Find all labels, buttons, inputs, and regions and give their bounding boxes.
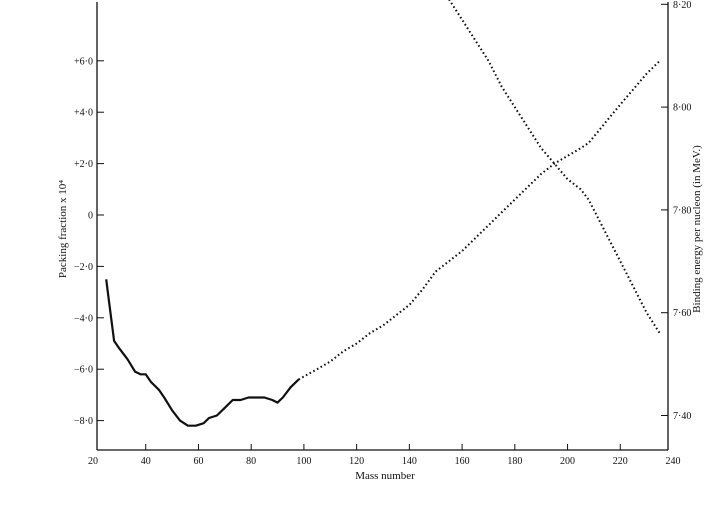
left-tick-label: +2·0	[74, 159, 93, 170]
plot-area	[96, 2, 669, 451]
x-axis-title: Mass number	[355, 470, 415, 482]
x-tick-label: 40	[141, 456, 151, 467]
right-tick-label: 7·80	[673, 205, 691, 216]
x-tick-label: 160	[455, 456, 470, 467]
right-tick-label: 8·20	[673, 0, 691, 11]
binding-energy-curve-dotted	[448, 0, 661, 334]
x-tick-label: 60	[193, 456, 203, 467]
left-tick-label: −8·0	[74, 416, 93, 427]
left-tick-label: −4·0	[74, 313, 93, 324]
left-tick-label: −6·0	[74, 365, 93, 376]
packing-fraction-curve-dotted	[298, 60, 661, 381]
left-tick-label: 0	[88, 211, 93, 222]
left-tick-label: +6·0	[74, 56, 93, 67]
packing-fraction-curve-solid	[105, 279, 300, 427]
right-tick-label: 8·00	[673, 103, 691, 114]
left-axis-title: Packing fraction x 10⁴	[57, 180, 69, 278]
left-tick-label: +4·0	[74, 108, 93, 119]
left-tick-label: −2·0	[74, 262, 93, 273]
x-tick-label: 100	[296, 456, 311, 467]
ticks: 20 40 60 80 100 120 140 160 180 200 220 240 +6·0 +4·0…	[74, 0, 691, 467]
x-tick-label: 140	[402, 456, 417, 467]
series	[105, 0, 661, 427]
x-tick-label: 220	[613, 456, 628, 467]
x-tick-label: 20	[88, 456, 98, 467]
right-tick-label: 7·40	[673, 411, 691, 422]
x-tick-label: 180	[507, 456, 522, 467]
x-tick-label: 240	[666, 456, 681, 467]
x-tick-label: 80	[246, 456, 256, 467]
right-tick-label: 7·60	[673, 308, 691, 319]
right-axis-title: Binding energy per nucleon (in MeV.)	[691, 145, 703, 313]
x-tick-label: 200	[560, 456, 575, 467]
x-tick-label: 120	[349, 456, 364, 467]
